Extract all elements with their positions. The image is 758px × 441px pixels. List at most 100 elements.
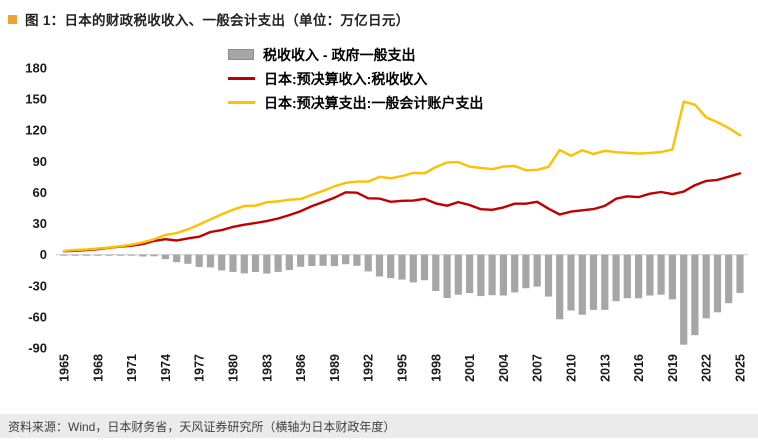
line-series-0 <box>62 172 742 253</box>
combo-chart: 180 150 120 90 60 30 0 -30 -60 -90 1965 1968 1971 197… <box>25 61 748 382</box>
y-tick-label: 180 <box>25 61 47 76</box>
bar <box>578 254 586 315</box>
bar <box>488 254 496 296</box>
x-tick-label: 1968 <box>91 354 105 382</box>
bar <box>285 254 293 270</box>
bar <box>387 254 395 279</box>
x-tick-label: 2010 <box>565 354 579 382</box>
bar <box>409 254 417 283</box>
x-tick-label: 1965 <box>58 354 72 382</box>
y-tick-label: -30 <box>28 278 47 293</box>
bar <box>702 254 710 319</box>
bar <box>375 254 384 277</box>
bar <box>229 254 237 272</box>
bar <box>364 254 372 272</box>
x-tick-label: 2004 <box>497 354 511 382</box>
bar <box>533 254 541 287</box>
bar <box>353 254 361 266</box>
bar <box>477 254 485 297</box>
title-bullet-icon <box>8 14 17 24</box>
bar <box>511 254 519 293</box>
bar <box>330 254 338 267</box>
y-tick-label: -60 <box>28 309 47 324</box>
y-tick-label: 90 <box>33 154 47 169</box>
bar <box>71 254 79 256</box>
bar <box>398 254 406 280</box>
bar <box>308 254 316 266</box>
y-tick-label: 120 <box>25 123 47 138</box>
legend-label-revenue-line: 日本:预决算收入:税收收入 <box>264 70 428 87</box>
bar <box>443 254 451 298</box>
x-tick-label: 1974 <box>159 354 173 382</box>
bar <box>725 254 733 304</box>
bar <box>612 254 620 302</box>
x-tick-label: 2022 <box>700 354 714 382</box>
bar-swatch-icon <box>228 49 254 60</box>
bar <box>499 254 507 296</box>
bar <box>454 254 462 295</box>
bar <box>646 254 654 296</box>
bar <box>319 254 327 266</box>
bar <box>342 254 350 265</box>
bar <box>713 254 722 313</box>
x-tick-label: 2013 <box>598 354 612 382</box>
bar <box>522 254 530 289</box>
bar <box>240 254 248 274</box>
x-tick-label: 2019 <box>666 354 680 382</box>
bar <box>263 254 271 274</box>
bar <box>206 254 215 268</box>
x-tick-label: 2025 <box>734 354 748 382</box>
source-note: 资料来源：Wind，日本财务省，天风证券研究所（横轴为日本财政年度） <box>8 419 396 434</box>
bar <box>589 254 598 310</box>
bar <box>139 254 147 257</box>
bar <box>184 254 192 264</box>
x-tick-label: 1995 <box>396 354 410 382</box>
bar <box>173 254 181 263</box>
bar <box>556 254 564 320</box>
bar <box>82 254 91 256</box>
figure-title: 图 1：日本的财政税收收入、一般会计支出（单位：万亿日元） <box>25 13 410 28</box>
bar <box>736 254 744 293</box>
bar <box>297 254 305 267</box>
bar <box>657 254 665 295</box>
bar <box>150 254 158 257</box>
figure-title-row: 图 1：日本的财政税收收入、一般会计支出（单位：万亿日元） <box>8 9 409 29</box>
bar <box>161 254 169 260</box>
source-note-bar: 资料来源：Wind，日本财务省，天风证券研究所（横轴为日本财政年度） <box>0 414 758 438</box>
y-tick-label: -90 <box>28 341 47 356</box>
x-tick-label: 1971 <box>125 354 139 382</box>
bar <box>691 254 699 336</box>
bar <box>668 254 676 300</box>
legend-item-revenue-line: 日本:预决算收入:税收收入 <box>228 68 483 89</box>
legend-label-expenditure-line: 日本:预决算支出:一般会计账户支出 <box>264 94 484 111</box>
bar <box>635 254 643 299</box>
x-tick-label: 2016 <box>632 354 646 382</box>
y-tick-label: 0 <box>40 247 47 262</box>
legend-item-expenditure-line: 日本:预决算支出:一般会计账户支出 <box>228 92 483 113</box>
x-tick-label: 1992 <box>362 354 376 382</box>
line-swatch-icon <box>228 101 255 104</box>
bar <box>544 254 553 297</box>
y-tick-label: 150 <box>25 92 47 107</box>
bar <box>274 254 282 272</box>
x-tick-label: 1998 <box>429 354 443 382</box>
y-tick-label: 30 <box>33 216 47 231</box>
chart-legend: 税收收入 - 政府一般支出 日本:预决算收入:税收收入 日本:预决算支出:一般会… <box>228 44 483 113</box>
bar <box>116 254 124 256</box>
x-tick-label: 1986 <box>294 354 308 382</box>
bar <box>195 254 203 267</box>
bar <box>218 254 226 271</box>
line-swatch-icon <box>228 77 255 80</box>
x-tick-label: 2001 <box>463 354 477 382</box>
legend-item-gap-bars: 税收收入 - 政府一般支出 <box>228 44 483 65</box>
x-tick-label: 2007 <box>531 354 545 382</box>
bar <box>251 254 260 272</box>
bar <box>680 254 688 345</box>
bar <box>466 254 474 293</box>
line-series-1 <box>62 100 742 253</box>
x-tick-label: 1980 <box>227 354 241 382</box>
bar <box>601 254 609 310</box>
legend-label-gap-bars: 税收收入 - 政府一般支出 <box>263 46 416 63</box>
y-tick-label: 60 <box>33 185 47 200</box>
